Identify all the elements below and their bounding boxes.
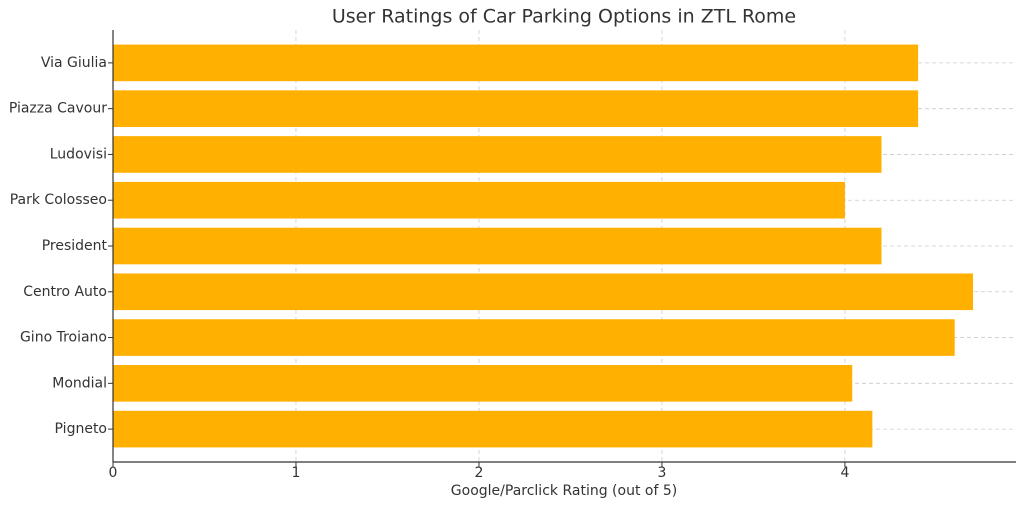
y-tick-label: Centro Auto (23, 284, 107, 300)
x-tick-label: 3 (657, 465, 666, 481)
bar (113, 365, 853, 402)
x-tick-label: 2 (474, 465, 483, 481)
bar (113, 44, 919, 82)
y-tick-label: Park Colosseo (10, 192, 107, 208)
x-tick-label: 0 (109, 465, 118, 481)
bar (113, 181, 845, 219)
y-tick-label: Mondial (52, 375, 107, 391)
y-tick-label: Via Giulia (41, 55, 107, 71)
bar (113, 319, 955, 356)
y-tick-label: Ludovisi (50, 146, 107, 162)
bar (113, 273, 973, 311)
y-tick-label: President (42, 238, 108, 254)
y-tick-label: Gino Troiano (20, 330, 107, 346)
bar (113, 136, 882, 173)
y-tick-label: Piazza Cavour (9, 101, 107, 117)
x-tick-label: 1 (292, 465, 301, 481)
bar (113, 410, 873, 448)
chart-title: User Ratings of Car Parking Options in Z… (332, 6, 796, 28)
x-axis-label: Google/Parclick Rating (out of 5) (451, 483, 677, 499)
bar (113, 90, 919, 127)
x-tick-label: 4 (840, 465, 849, 481)
y-tick-label: Pigneto (55, 421, 107, 437)
bar (113, 227, 882, 265)
